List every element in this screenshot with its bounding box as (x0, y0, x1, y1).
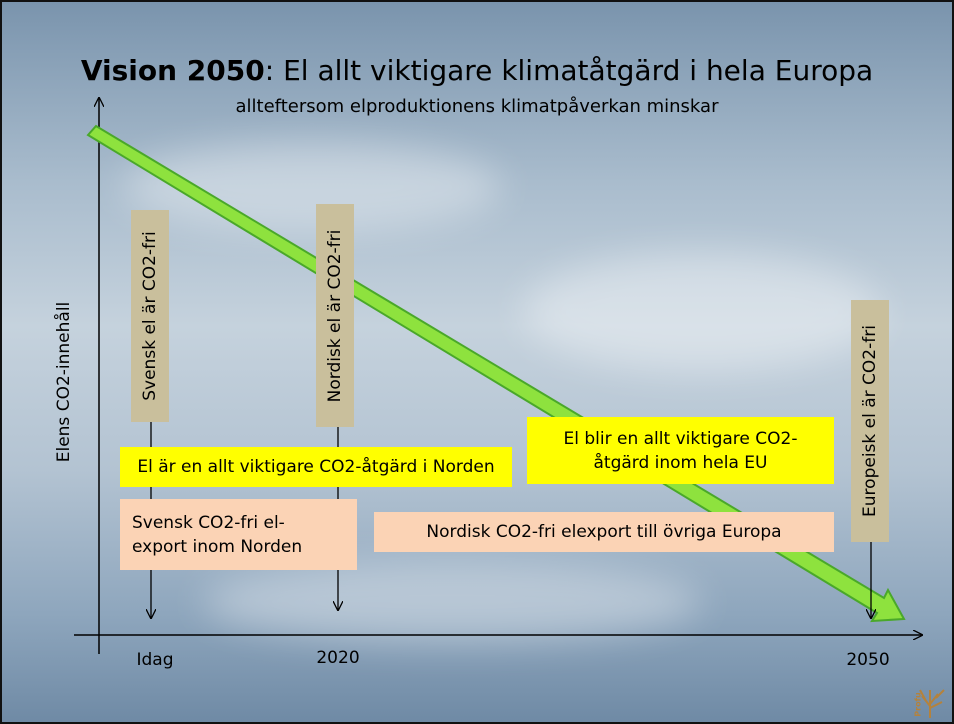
milestone-text: Svensk el är CO2-fri (140, 231, 160, 401)
logo: Profu (906, 686, 946, 718)
box-line: El blir en allt viktigare CO2- (527, 427, 834, 451)
peach-box: Svensk CO2-fri el- export inom Norden (120, 499, 357, 570)
subtitle: allteftersom elproduktionens klimatpåver… (2, 96, 952, 117)
milestone-text: Europeisk el är CO2-fri (860, 325, 880, 517)
title-rest: : El allt viktigare klimatåtgärd i hela … (265, 54, 873, 87)
milestone-box: Svensk el är CO2-fri (131, 210, 169, 422)
logo-text: Profu (914, 692, 923, 716)
box-line: Svensk CO2-fri el- (132, 511, 357, 535)
title-emphasis: Vision 2050 (81, 54, 265, 87)
milestone-box: Nordisk el är CO2-fri (316, 204, 354, 427)
box-line: åtgärd inom hela EU (527, 451, 834, 475)
box-line: Nordisk CO2-fri elexport till övriga Eur… (374, 520, 834, 544)
x-label: Idag (136, 650, 173, 670)
yellow-box: El blir en allt viktigare CO2- åtgärd in… (527, 417, 834, 484)
peach-box: Nordisk CO2-fri elexport till övriga Eur… (374, 512, 834, 552)
x-label: 2050 (846, 650, 889, 670)
y-axis-label: Elens CO2-innehåll (54, 302, 74, 463)
logo-tree (906, 686, 946, 718)
box-line: El är en allt viktigare CO2-åtgärd i Nor… (120, 455, 512, 479)
x-label: 2020 (316, 648, 359, 668)
yellow-box: El är en allt viktigare CO2-åtgärd i Nor… (120, 447, 512, 487)
milestone-text: Nordisk el är CO2-fri (325, 229, 345, 402)
slide: Vision 2050: El allt viktigare klimatåtg… (0, 0, 954, 724)
title: Vision 2050: El allt viktigare klimatåtg… (2, 54, 952, 87)
box-line: export inom Norden (132, 535, 357, 559)
milestone-box: Europeisk el är CO2-fri (851, 300, 889, 542)
